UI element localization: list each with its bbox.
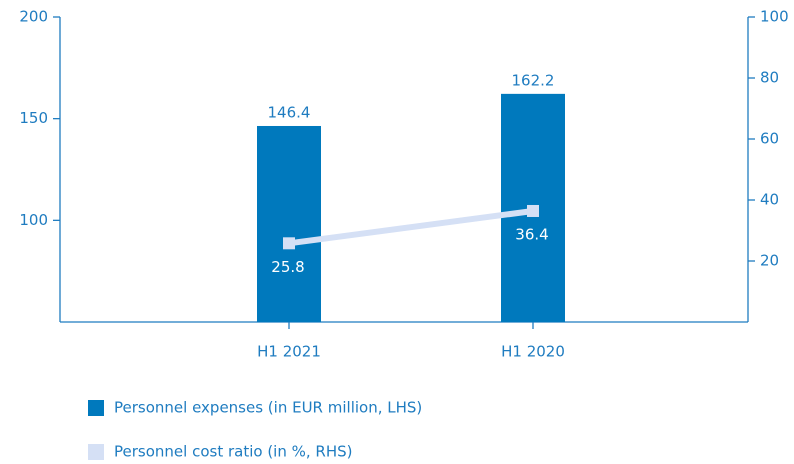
y2-tick-label: 100 bbox=[760, 8, 789, 26]
line-label: 36.4 bbox=[515, 225, 548, 243]
y2-tick-label: 40 bbox=[760, 191, 779, 209]
y-tick-label: 100 bbox=[19, 211, 48, 229]
bar bbox=[257, 125, 321, 322]
legend-swatch bbox=[88, 400, 104, 416]
line-marker bbox=[527, 204, 539, 217]
y-tick-label: 200 bbox=[19, 8, 48, 26]
legend-swatch bbox=[88, 444, 104, 460]
x-tick-label: H1 2020 bbox=[501, 343, 565, 361]
y-tick-label: 150 bbox=[19, 109, 48, 127]
y2-tick-label: 80 bbox=[760, 69, 779, 87]
legend-label: Personnel cost ratio (in %, RHS) bbox=[114, 443, 352, 461]
line-label: 25.8 bbox=[271, 258, 304, 276]
bar-label: 146.4 bbox=[268, 103, 311, 121]
line bbox=[288, 208, 534, 247]
bar-label: 162.2 bbox=[512, 71, 555, 89]
y2-tick-label: 20 bbox=[760, 252, 779, 270]
x-tick-label: H1 2021 bbox=[257, 343, 321, 361]
y2-tick-label: 60 bbox=[760, 130, 779, 148]
legend-label: Personnel expenses (in EUR million, LHS) bbox=[114, 399, 422, 417]
line-marker bbox=[283, 237, 295, 250]
